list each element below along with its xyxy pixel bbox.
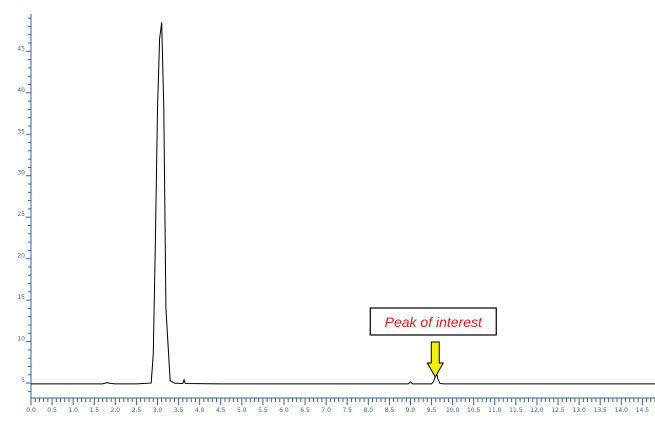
peak-annotation: Peak of interest bbox=[369, 307, 497, 379]
x-tick-label: 5.0 bbox=[237, 407, 247, 414]
y-tick-label: 25 bbox=[17, 211, 25, 218]
x-tick-label: 6.5 bbox=[300, 407, 310, 414]
y-axis-ticks: 5 10 15 20 25 30 35 40 45 bbox=[17, 17, 31, 392]
x-tick-label: 6.0 bbox=[279, 407, 289, 414]
y-tick-label: 15 bbox=[17, 294, 25, 301]
annotation-label: Peak of interest bbox=[385, 314, 483, 330]
y-tick-label: 45 bbox=[17, 45, 25, 52]
x-tick-label: 4.5 bbox=[216, 407, 226, 414]
x-tick-label: 1.0 bbox=[68, 407, 78, 414]
x-tick-label: 9.5 bbox=[427, 407, 437, 414]
annotation-box bbox=[369, 307, 497, 336]
down-arrow-icon bbox=[426, 341, 445, 379]
x-tick-label: 8.0 bbox=[364, 407, 374, 414]
x-axis-ticks: 0.0 0.5 1.0 1.5 2.0 2.5 3.0 3.5 4.0 4.5 5.0 5.5 6.0 6… bbox=[26, 398, 655, 414]
chromatogram-trace bbox=[31, 22, 655, 385]
x-tick-label: 14.0 bbox=[615, 407, 629, 414]
y-tick-label: 40 bbox=[17, 87, 25, 94]
x-tick-label: 3.5 bbox=[174, 407, 184, 414]
y-tick-label: 5 bbox=[21, 377, 25, 384]
x-tick-label: 11.5 bbox=[509, 407, 523, 414]
x-tick-label: 12.5 bbox=[551, 407, 565, 414]
y-tick-label: 20 bbox=[17, 253, 25, 260]
x-tick-label: 12.0 bbox=[530, 407, 544, 414]
x-tick-label: 0.0 bbox=[26, 407, 36, 414]
y-tick-label: 30 bbox=[17, 170, 25, 177]
x-tick-label: 14.5 bbox=[636, 407, 650, 414]
y-tick-label: 10 bbox=[17, 336, 25, 343]
x-tick-label: 0.5 bbox=[47, 407, 57, 414]
x-tick-label: 3.0 bbox=[153, 407, 163, 414]
x-tick-label: 10.0 bbox=[446, 407, 460, 414]
x-tick-label: 13.0 bbox=[572, 407, 586, 414]
x-tick-label: 13.5 bbox=[594, 407, 608, 414]
y-tick-label: 35 bbox=[17, 128, 25, 135]
x-tick-label: 11.0 bbox=[488, 407, 502, 414]
x-tick-label: 2.0 bbox=[111, 407, 121, 414]
x-tick-label: 5.5 bbox=[258, 407, 268, 414]
x-tick-label: 8.5 bbox=[385, 407, 395, 414]
x-tick-label: 7.5 bbox=[342, 407, 352, 414]
x-tick-label: 2.5 bbox=[132, 407, 142, 414]
x-tick-label: 10.5 bbox=[467, 407, 481, 414]
x-tick-label: 4.0 bbox=[195, 407, 205, 414]
x-tick-label: 7.0 bbox=[321, 407, 331, 414]
x-tick-label: 9.0 bbox=[406, 407, 416, 414]
x-tick-label: 1.5 bbox=[89, 407, 99, 414]
